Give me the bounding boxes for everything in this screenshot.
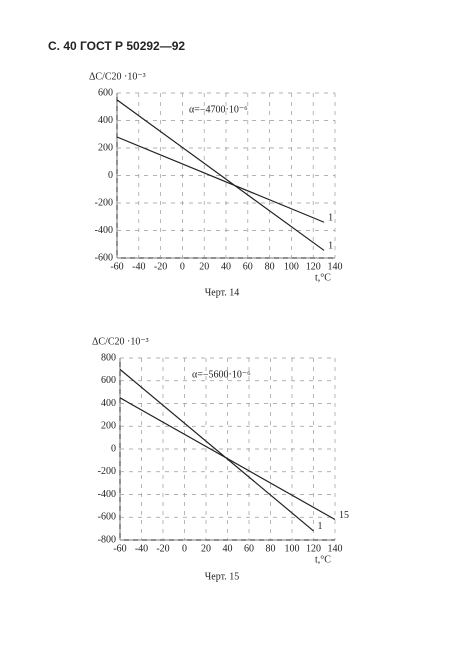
y-axis-label: ΔC/C20 ·10⁻³ xyxy=(89,71,146,82)
x-tick-label: 0 xyxy=(180,261,185,272)
y-axis-label: ΔC/C20 ·10⁻³ xyxy=(92,336,149,347)
x-tick-label: 60 xyxy=(244,543,254,554)
x-tick-label: 120 xyxy=(306,261,321,272)
line-label: 1 xyxy=(318,521,323,532)
line-label: 1 xyxy=(328,213,333,224)
x-tick-label: -20 xyxy=(156,543,169,554)
y-tick-label: 600 xyxy=(98,87,113,98)
x-tick-label: 0 xyxy=(182,543,187,554)
y-tick-label: 200 xyxy=(98,142,113,153)
x-tick-label: -20 xyxy=(154,261,167,272)
y-tick-label: 600 xyxy=(101,375,116,386)
annotation: α=−5600·10⁻⁶ xyxy=(192,369,251,380)
x-tick-label: 40 xyxy=(223,543,233,554)
x-tick-label: 120 xyxy=(306,543,321,554)
caption: Черт. 15 xyxy=(205,571,239,582)
y-tick-label: -600 xyxy=(95,252,113,263)
y-tick-label: -400 xyxy=(95,225,113,236)
x-tick-label: 140 xyxy=(328,543,343,554)
x-tick-label: 100 xyxy=(285,543,300,554)
x-tick-label: 80 xyxy=(266,543,276,554)
x-axis-label: t,°C xyxy=(315,554,331,565)
y-tick-label: -600 xyxy=(98,512,116,523)
x-tick-label: 60 xyxy=(243,261,253,272)
y-tick-label: -200 xyxy=(98,466,116,477)
data-line xyxy=(119,368,314,532)
x-tick-label: -40 xyxy=(135,543,148,554)
x-tick-label: 100 xyxy=(284,261,299,272)
x-tick-label: -60 xyxy=(110,261,123,272)
x-tick-label: -40 xyxy=(132,261,145,272)
y-tick-label: -200 xyxy=(95,197,113,208)
y-tick-label: -800 xyxy=(98,534,116,545)
line-label: 15 xyxy=(339,510,349,521)
x-tick-label: 140 xyxy=(328,261,343,272)
x-tick-label: 80 xyxy=(265,261,275,272)
annotation: α=−4700·10⁻⁶ xyxy=(189,104,248,115)
x-tick-label: -60 xyxy=(113,543,126,554)
x-tick-label: 40 xyxy=(221,261,231,272)
line-label: 1 xyxy=(328,241,333,252)
x-tick-label: 20 xyxy=(199,261,209,272)
y-tick-label: 0 xyxy=(111,443,116,454)
data-line xyxy=(116,136,325,223)
x-tick-label: 20 xyxy=(201,543,211,554)
y-tick-label: 400 xyxy=(98,115,113,126)
x-axis-label: t,°C xyxy=(315,272,331,283)
y-tick-label: 800 xyxy=(101,352,116,363)
caption: Черт. 14 xyxy=(205,287,239,298)
data-line xyxy=(116,99,325,251)
y-tick-label: -400 xyxy=(98,489,116,500)
y-tick-label: 0 xyxy=(108,170,113,181)
y-tick-label: 200 xyxy=(101,421,116,432)
header: С. 40 ГОСТ Р 50292—92 xyxy=(48,39,185,53)
y-tick-label: 400 xyxy=(101,398,116,409)
